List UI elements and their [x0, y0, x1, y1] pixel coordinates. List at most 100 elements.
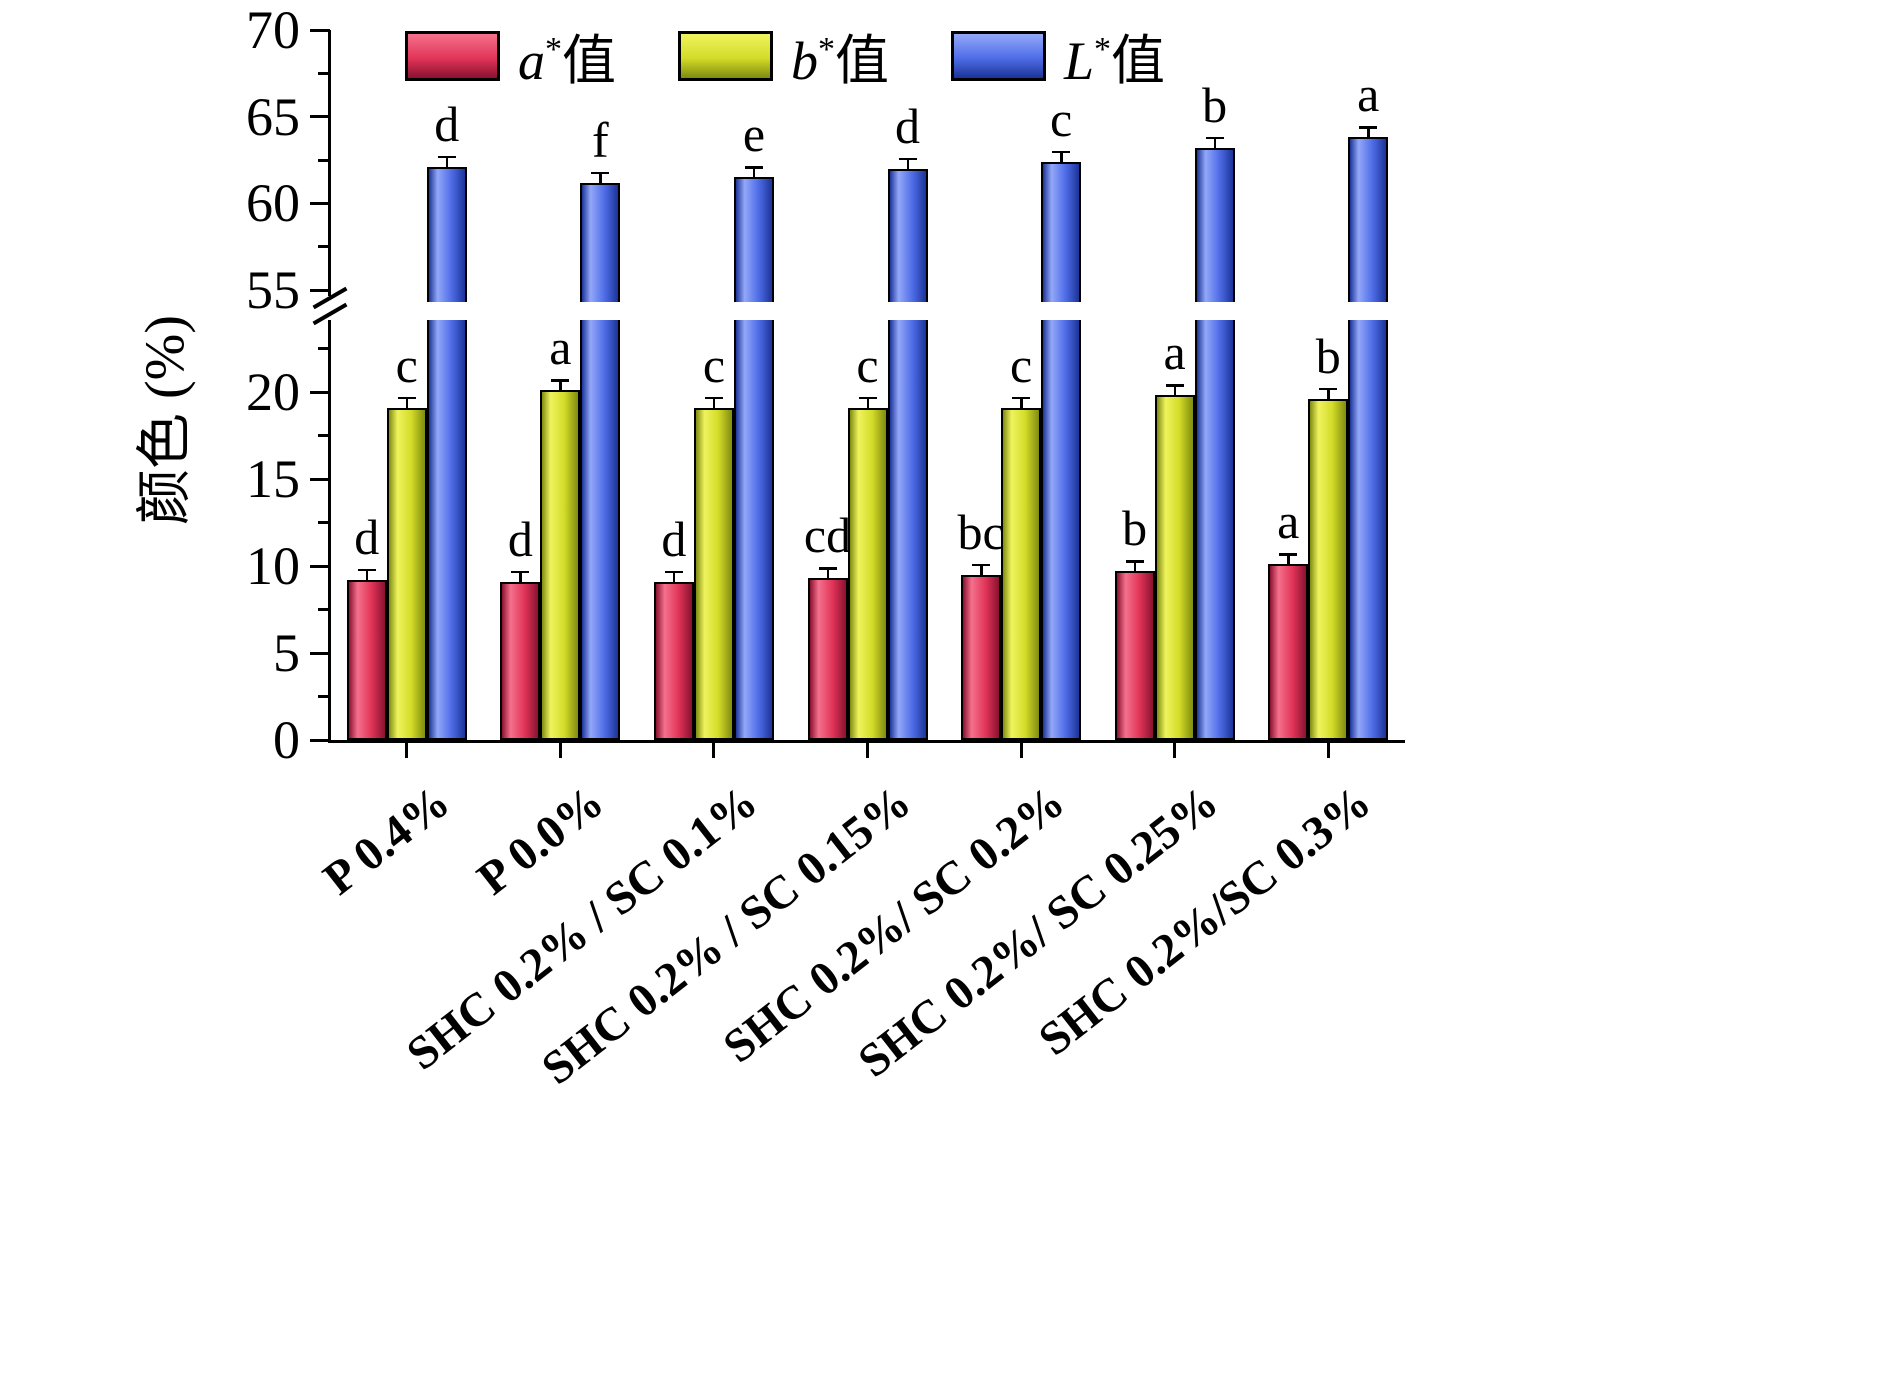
error-bar-line [1133, 560, 1137, 572]
sig-letter: cd [803, 507, 852, 564]
y-tick-label: 0 [273, 710, 300, 770]
error-bar-line [672, 570, 676, 582]
legend-word-a: 值 [562, 31, 616, 91]
sig-letter: c [1049, 90, 1073, 147]
sig-letter: d [434, 95, 460, 152]
bar-a [961, 574, 1002, 740]
bar-b [540, 390, 581, 740]
legend-label-b: b*值 [791, 20, 889, 91]
error-bar-line [752, 166, 756, 178]
sig-letter: e [742, 106, 766, 163]
legend-label-a: a*值 [518, 20, 616, 91]
error-bar-line [445, 155, 449, 167]
x-tick [558, 740, 562, 758]
bar-l-upper [887, 168, 928, 302]
bar-l-upper [426, 166, 467, 302]
legend-letter-l: L [1064, 31, 1095, 91]
error-bar-line [1327, 387, 1330, 399]
bar-b [847, 407, 888, 740]
bar-a [346, 579, 387, 740]
legend-swatch-a [405, 30, 500, 81]
x-tick [1326, 740, 1330, 758]
error-bar-line [1213, 136, 1217, 148]
sig-letter: c [856, 336, 879, 393]
bar-l-lower [733, 320, 774, 740]
bar-l-upper [1348, 137, 1389, 302]
sig-letter: d [507, 510, 533, 567]
y-tick-label: 15 [246, 449, 300, 509]
sig-letter: d [895, 97, 920, 154]
sig-letter: a [1277, 493, 1300, 550]
y-tick-minor [318, 71, 330, 75]
error-bar-line [826, 567, 829, 579]
y-tick-major [310, 564, 330, 568]
sig-letter: bc [957, 503, 1005, 560]
error-bar-line [1367, 126, 1370, 138]
y-tick-label: 20 [246, 362, 300, 422]
y-tick-label: 70 [246, 0, 300, 60]
y-tick-major [310, 288, 330, 292]
bar-l-lower [580, 320, 621, 740]
bar-b [1308, 398, 1349, 740]
legend-item-l: L*值 [951, 20, 1165, 91]
y-axis-lower [328, 320, 331, 743]
error-bar-line [906, 157, 909, 169]
y-tick-major [310, 390, 330, 394]
bar-a [807, 578, 848, 740]
error-bar-line [365, 568, 369, 580]
sig-letter: d [661, 510, 687, 567]
bar-a [1268, 564, 1309, 740]
error-bar-line [559, 379, 562, 391]
legend-star-b: * [818, 31, 835, 68]
error-bar-line [1287, 553, 1290, 565]
y-tick-major [310, 201, 330, 205]
sig-letter: b [1202, 76, 1228, 133]
y-tick-minor [318, 347, 330, 350]
x-tick [1173, 740, 1177, 758]
bar-l-upper [1194, 147, 1235, 302]
error-bar-line [1020, 396, 1023, 408]
bar-l-upper [733, 177, 774, 302]
y-tick-label: 10 [246, 536, 300, 596]
y-tick-label: 60 [246, 173, 300, 234]
error-bar-line [1060, 150, 1063, 162]
bar-l-lower [426, 320, 467, 740]
y-tick-minor [318, 158, 330, 162]
bar-l-lower [1194, 320, 1235, 740]
bar-b [1001, 407, 1042, 740]
y-tick-major [310, 738, 330, 742]
x-tick-label: P 0.4% [314, 775, 460, 906]
error-bar-line [519, 570, 522, 582]
bar-l-upper [580, 182, 621, 302]
bar-a [1114, 571, 1155, 740]
sig-letter: c [395, 336, 418, 393]
bar-l-lower [887, 320, 928, 740]
sig-letter: f [592, 111, 609, 168]
sig-letter: b [1122, 500, 1148, 557]
error-bar-line [599, 171, 602, 183]
legend-star-l: * [1094, 31, 1112, 68]
error-bar-line [980, 563, 983, 575]
legend-star-a: * [545, 31, 562, 68]
y-tick-label: 55 [246, 260, 300, 320]
legend-word-b: 值 [835, 31, 889, 91]
y-tick-label: 5 [273, 623, 300, 683]
sig-letter: b [1315, 327, 1341, 384]
bar-b [1154, 395, 1195, 740]
x-axis [328, 740, 1405, 743]
y-tick-label: 65 [246, 86, 300, 147]
legend-item-a: a*值 [405, 20, 616, 91]
x-tick [866, 740, 869, 758]
sig-letter: a [1357, 66, 1380, 123]
bar-l-lower [1348, 320, 1389, 740]
y-tick-major [310, 477, 330, 481]
x-tick [405, 740, 409, 758]
y-tick-minor [318, 245, 330, 249]
sig-letter: a [549, 319, 572, 376]
bar-l-upper [1041, 161, 1082, 302]
legend-label-l: L*值 [1064, 20, 1165, 91]
bar-l-lower [1041, 320, 1082, 740]
y-axis-upper [328, 30, 331, 296]
